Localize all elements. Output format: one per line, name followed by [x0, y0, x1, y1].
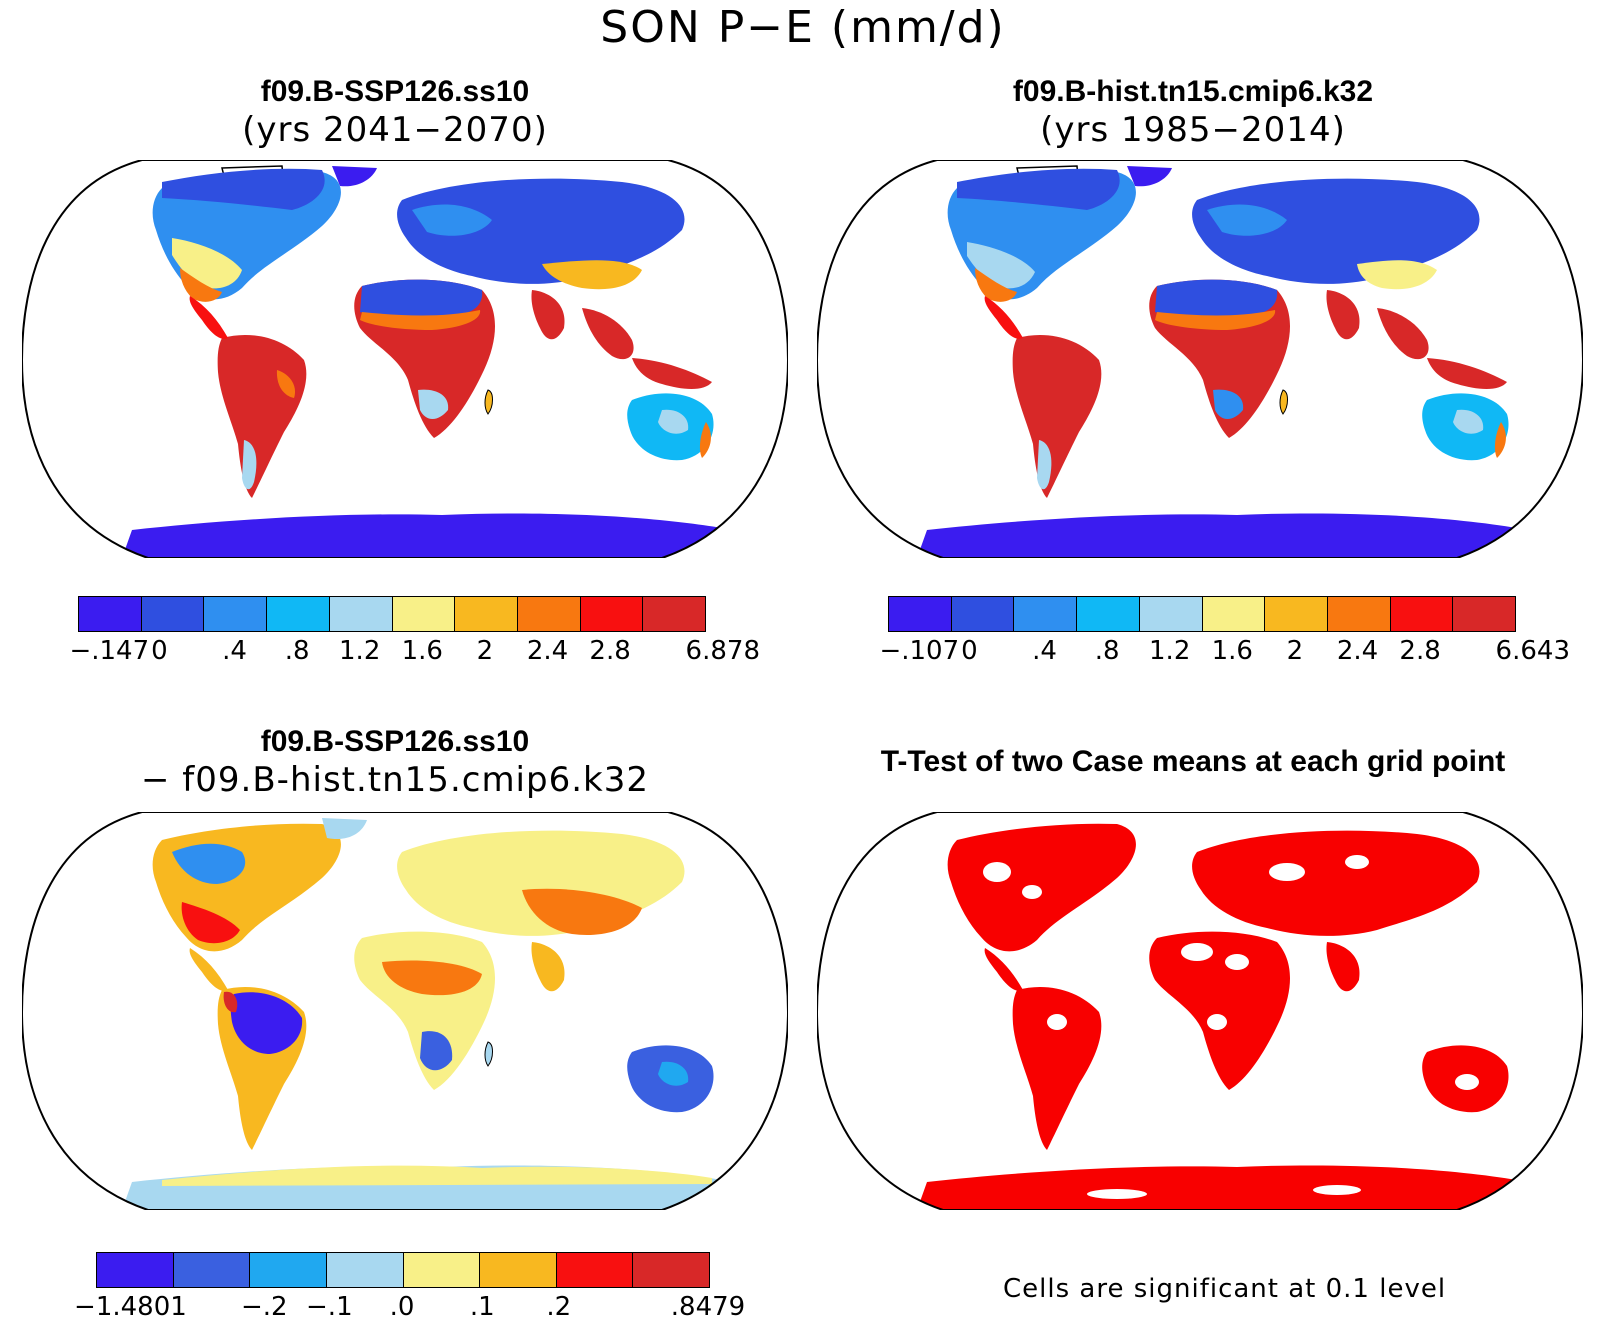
colorbar-tick-label: 2.8 — [1399, 636, 1441, 666]
colorbar-swatch — [1139, 597, 1203, 631]
colorbar-difference-ticks: −1.4801 −.2 −.1 .0 .1 .2 .8479 — [74, 1292, 745, 1328]
colorbar-tick-label: .8 — [284, 636, 310, 666]
colorbar-tick-label: 6.878 — [685, 636, 760, 666]
colorbar-tick-label: .1 — [469, 1292, 495, 1322]
ttest-significance-note: Cells are significant at 0.1 level — [1003, 1274, 1447, 1304]
colorbar-control — [888, 596, 1516, 632]
panel-control-name: f09.B-hist.tn15.cmip6.k32 — [1012, 75, 1374, 108]
colorbar-tick-label: 2.4 — [526, 636, 569, 666]
panel-ttest-title: T-Test of two Case means at each grid po… — [798, 744, 1588, 780]
colorbar-tick-label: −1.4801 — [74, 1292, 187, 1322]
panel-control-years: (yrs 1985−2014) — [1040, 110, 1346, 150]
map-control — [817, 160, 1583, 558]
panel-case-title: f09.B-SSP126.ss10 (yrs 2041−2070) — [0, 74, 790, 150]
colorbar-tick-label: −.1 — [306, 1292, 353, 1322]
colorbar-tick-label: .4 — [1032, 636, 1057, 666]
colorbar-swatch — [1390, 597, 1454, 631]
colorbar-swatch — [141, 597, 205, 631]
colorbar-swatch — [1202, 597, 1266, 631]
colorbar-tick-label: −.2 — [241, 1292, 288, 1322]
sig-eurasia — [1192, 830, 1480, 936]
colorbar-tick-label: 2.8 — [589, 636, 631, 666]
colorbar-swatch — [204, 597, 268, 631]
colorbar-swatch — [889, 597, 952, 631]
panel-case-name: f09.B-SSP126.ss10 — [260, 75, 530, 108]
figure-title: SON P−E (mm/d) — [600, 2, 1006, 53]
map-ttest — [817, 812, 1583, 1210]
colorbar-control-ticks: −.107 0 .4 .8 1.2 1.6 2 2.4 2.8 6.643 — [879, 636, 1570, 672]
sig-south-america — [1012, 986, 1102, 1150]
colorbar-swatch — [267, 597, 330, 631]
colorbar-swatch — [1327, 597, 1391, 631]
panel-case-years: (yrs 2041−2070) — [242, 110, 548, 150]
colorbar-swatch — [97, 1253, 174, 1287]
colorbar-case-ticks: −.147 0 .4 .8 1.2 1.6 2 2.4 2.8 6.878 — [69, 636, 760, 672]
colorbar-tick-label: .8 — [1094, 636, 1120, 666]
colorbar-swatch — [250, 1253, 327, 1287]
colorbar-tick-label: 2.4 — [1336, 636, 1379, 666]
colorbar-swatch — [1077, 597, 1140, 631]
colorbar-swatch — [455, 597, 518, 631]
colorbar-swatch — [580, 597, 644, 631]
colorbar-swatch — [1265, 597, 1328, 631]
colorbar-swatch — [403, 1253, 481, 1287]
sig-central-america — [984, 948, 1023, 991]
colorbar-tick-label: 1.6 — [401, 636, 443, 666]
colorbar-tick-label: 1.2 — [339, 636, 381, 666]
colorbar-swatch — [173, 1253, 251, 1287]
colorbar-swatch — [326, 1253, 404, 1287]
colorbar-swatch — [633, 1253, 709, 1287]
sig-north-america — [947, 823, 1136, 952]
panel-difference-subtitle: − f09.B-hist.tn15.cmip6.k32 — [141, 760, 649, 800]
colorbar-swatch — [392, 597, 456, 631]
colorbar-swatch — [517, 597, 581, 631]
colorbar-tick-label: .4 — [222, 636, 247, 666]
colorbar-tick-label: .0 — [389, 1292, 415, 1322]
colorbar-tick-label: 2 — [476, 636, 494, 666]
colorbar-swatch — [556, 1253, 634, 1287]
colorbar-tick-label: .2 — [546, 1292, 572, 1322]
colorbar-case — [78, 596, 706, 632]
colorbar-swatch — [329, 597, 393, 631]
sig-antarctica — [917, 1165, 1517, 1210]
sig-india — [1326, 942, 1360, 992]
colorbar-swatch — [480, 1253, 557, 1287]
sig-africa — [1149, 931, 1290, 1090]
panel-difference-title: f09.B-SSP126.ss10 − f09.B-hist.tn15.cmip… — [0, 724, 790, 800]
map-difference — [22, 812, 788, 1210]
colorbar-tick-label: 0 — [961, 636, 978, 666]
panel-difference-name: f09.B-SSP126.ss10 — [260, 725, 530, 758]
colorbar-tick-label: .8479 — [670, 1292, 746, 1322]
colorbar-swatch — [1453, 597, 1516, 631]
significant-cells — [917, 823, 1517, 1210]
colorbar-swatch — [1014, 597, 1078, 631]
colorbar-difference — [96, 1252, 710, 1288]
colorbar-tick-label: −.107 — [879, 636, 960, 666]
colorbar-swatch — [643, 597, 706, 631]
panel-ttest-name: T-Test of two Case means at each grid po… — [880, 745, 1506, 778]
panel-control-title: f09.B-hist.tn15.cmip6.k32 (yrs 1985−2014… — [798, 74, 1588, 150]
colorbar-tick-label: −.147 — [69, 636, 150, 666]
colorbar-tick-label: 0 — [151, 636, 168, 666]
colorbar-swatch — [79, 597, 142, 631]
colorbar-swatch — [951, 597, 1015, 631]
colorbar-tick-label: 1.6 — [1211, 636, 1253, 666]
colorbar-tick-label: 6.643 — [1495, 636, 1570, 666]
colorbar-tick-label: 1.2 — [1149, 636, 1191, 666]
map-case — [22, 160, 788, 558]
colorbar-tick-label: 2 — [1286, 636, 1304, 666]
